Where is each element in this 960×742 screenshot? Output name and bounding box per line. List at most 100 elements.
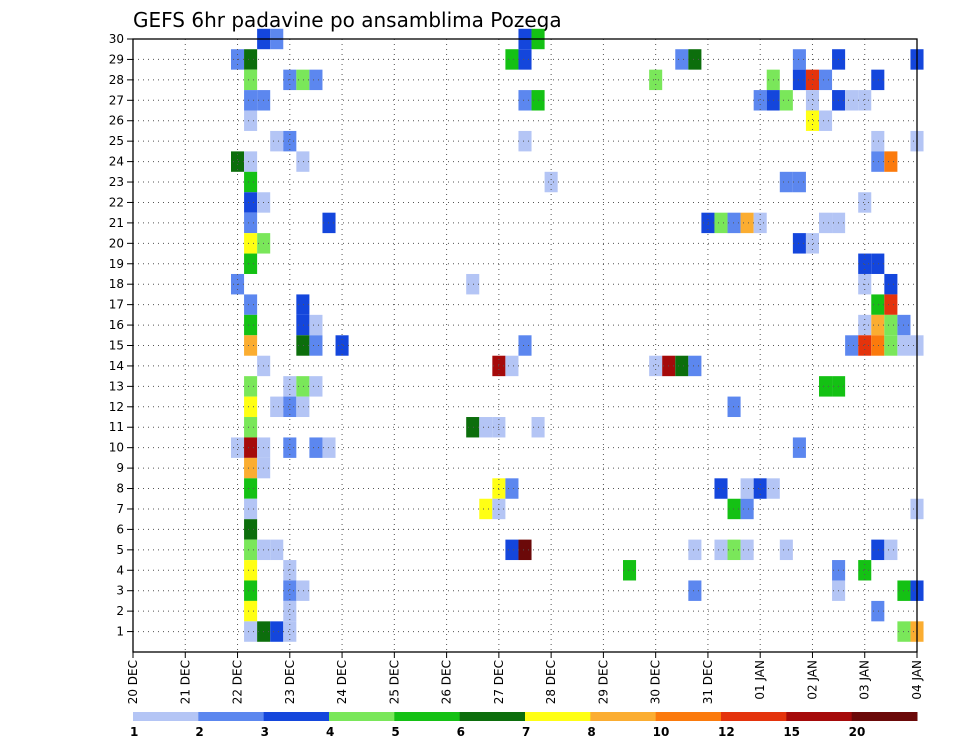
heatmap-cell [479, 417, 493, 438]
colorbar-segment [198, 712, 265, 721]
y-tick-label: 7 [116, 502, 124, 516]
heatmap-cell [688, 355, 702, 377]
heatmap-cell [505, 539, 519, 561]
y-axis: 1234567891011121314151617181920212223242… [109, 32, 133, 639]
x-tick-label: 30 DEC [649, 660, 663, 704]
y-tick-label: 20 [109, 236, 124, 250]
heatmap-cell [871, 314, 885, 336]
heatmap-cell [466, 273, 480, 295]
x-tick-label: 23 DEC [283, 660, 297, 704]
heatmap-cell [727, 396, 741, 418]
heatmap-cell [283, 621, 297, 642]
heatmap-cell [884, 151, 898, 172]
heatmap-cell [753, 90, 767, 111]
heatmap-cell [623, 560, 637, 581]
x-tick-label: 28 DEC [544, 660, 558, 704]
heatmap-cell [544, 171, 558, 193]
colorbar-label: 10 [653, 725, 670, 739]
heatmap-cell [871, 253, 885, 274]
heatmap-cell [779, 171, 793, 193]
y-tick-label: 11 [109, 420, 124, 434]
heatmap-cell [296, 335, 310, 356]
heatmap-cell [244, 212, 258, 234]
heatmap-cell [244, 335, 258, 356]
colorbar-segment [590, 712, 657, 721]
heatmap-cell [270, 621, 284, 642]
y-tick-label: 2 [116, 604, 124, 618]
heatmap-cell [871, 335, 885, 356]
y-tick-label: 17 [109, 298, 124, 312]
heatmap-cell [871, 130, 885, 152]
colorbar-label: 8 [587, 725, 595, 739]
heatmap-cell [505, 49, 519, 70]
heatmap-cell [845, 90, 859, 111]
heatmap-cell [296, 294, 310, 315]
y-tick-label: 27 [109, 93, 124, 107]
x-tick-label: 20 DEC [126, 660, 140, 704]
colorbar-segment [329, 712, 395, 721]
y-tick-label: 8 [116, 482, 124, 496]
heatmap-cell [296, 151, 310, 172]
heatmap-cell [714, 539, 728, 561]
x-axis: 20 DEC 21 DEC 22 DEC 23 DEC 24 DEC 25 DEC 26 D… [126, 652, 924, 704]
heatmap-cell [518, 539, 532, 561]
heatmap-cell [805, 110, 819, 131]
x-tick-label: 21 DEC [178, 660, 192, 704]
heatmap-cell [244, 417, 258, 438]
heatmap-cells [231, 28, 924, 642]
y-tick-label: 9 [116, 461, 124, 475]
heatmap-cell [505, 478, 519, 499]
heatmap-cell [740, 498, 754, 520]
heatmap-cell [466, 417, 480, 438]
heatmap-cell [270, 130, 284, 152]
heatmap-cell [244, 376, 258, 397]
heatmap-cell [244, 519, 258, 540]
heatmap-cell [688, 580, 702, 601]
heatmap-cell [819, 212, 833, 234]
heatmap-cell [884, 273, 898, 295]
heatmap-cell [270, 396, 284, 418]
x-tick-label: 27 DEC [492, 660, 506, 704]
heatmap-cell [792, 49, 806, 70]
x-tick-label: 25 DEC [387, 660, 401, 704]
heatmap-cell [727, 498, 741, 520]
colorbar-label: 2 [195, 725, 203, 739]
y-tick-label: 19 [109, 257, 124, 271]
x-tick-label: 02 JAN [805, 660, 819, 700]
heatmap-cell [231, 151, 245, 172]
y-tick-label: 12 [109, 400, 124, 414]
heatmap-cell [309, 69, 323, 91]
heatmap-cell [283, 376, 297, 397]
heatmap-cell [884, 539, 898, 561]
heatmap-cell [244, 600, 258, 622]
colorbar-segment [721, 712, 787, 721]
y-tick-label: 29 [109, 52, 124, 66]
heatmap-cell [296, 580, 310, 601]
heatmap-cell [283, 396, 297, 418]
y-tick-label: 1 [116, 625, 124, 639]
colorbar-segment [851, 712, 918, 721]
heatmap-cell [858, 314, 872, 336]
x-tick-label: 26 DEC [440, 660, 454, 704]
x-tick-label: 29 DEC [596, 660, 610, 704]
heatmap-cell [244, 110, 258, 131]
heatmap-cell [244, 49, 258, 70]
heatmap-cell [244, 233, 258, 254]
heatmap-cell [858, 90, 872, 111]
heatmap-cell [858, 560, 872, 581]
heatmap-cell [740, 539, 754, 561]
heatmap-cell [270, 539, 284, 561]
heatmap-cell [884, 314, 898, 336]
heatmap-cell [244, 192, 258, 213]
x-tick-label: 04 JAN [910, 660, 924, 700]
chart-title: GEFS 6hr padavine po ansamblima Pozega [133, 8, 562, 32]
heatmap-cell [283, 600, 297, 622]
colorbar-label: 3 [261, 725, 269, 739]
heatmap-cell [779, 539, 793, 561]
heatmap-cell [244, 253, 258, 274]
colorbar-segment [459, 712, 526, 721]
heatmap-cell [518, 90, 532, 111]
colorbar-label: 12 [718, 725, 735, 739]
heatmap-cell [309, 335, 323, 356]
